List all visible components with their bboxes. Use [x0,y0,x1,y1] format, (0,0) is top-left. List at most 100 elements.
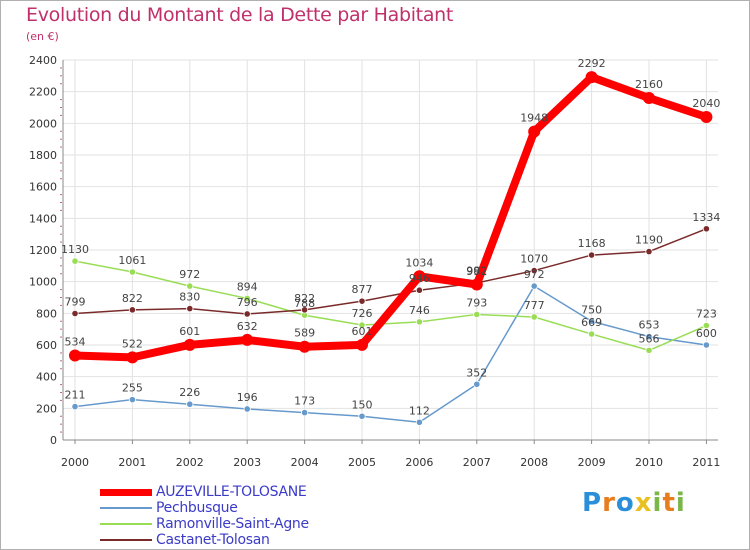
x-tick-label: 2007 [463,456,491,469]
data-label-ramonville-saint-agne: 726 [352,307,373,320]
data-label-pechbusque: 653 [639,319,660,332]
data-point-castanet-tolosan [645,247,653,256]
data-label-auzeville-tolosane: 2160 [635,78,663,91]
data-label-auzeville-tolosane: 1948 [520,112,548,125]
data-point-pechbusque [645,333,653,341]
data-label-ramonville-saint-agne: 566 [639,332,660,345]
data-label-pechbusque: 972 [524,268,545,281]
data-label-pechbusque: 112 [409,404,430,417]
data-labels: 534 522 601 632 589 601 1034 982 1948 2292 2160 204… [61,57,720,417]
data-label-castanet-tolosan: 822 [294,292,315,305]
y-tick-label: 1200 [29,244,57,257]
logo-letter: i [675,488,686,518]
data-label-auzeville-tolosane: 589 [294,327,315,340]
x-tick-label: 2001 [118,456,146,469]
data-point-castanet-tolosan [358,297,366,305]
data-point-castanet-tolosan [415,286,423,294]
y-tick-label: 2200 [29,86,57,99]
legend-swatch [100,488,152,496]
data-label-auzeville-tolosane: 632 [237,320,258,333]
data-label-pechbusque: 226 [179,386,200,399]
data-label-auzeville-tolosane: 522 [122,337,143,350]
data-point-ramonville-saint-agne [71,257,79,265]
data-point-pechbusque [71,402,79,411]
data-point-ramonville-saint-agne [530,313,538,321]
series-line-auzeville-tolosane [71,73,711,362]
data-label-ramonville-saint-agne: 723 [696,308,717,321]
data-point-auzeville-tolosane [528,125,541,138]
data-label-auzeville-tolosane: 982 [466,265,487,278]
data-point-auzeville-tolosane [413,270,426,283]
data-point-castanet-tolosan [186,304,194,313]
data-label-auzeville-tolosane: 1034 [405,256,433,269]
data-label-castanet-tolosan: 992 [466,265,487,278]
data-point-auzeville-tolosane [585,71,598,84]
data-label-auzeville-tolosane: 601 [179,325,200,338]
data-point-castanet-tolosan [71,309,79,318]
data-point-auzeville-tolosane [470,278,483,291]
data-label-castanet-tolosan: 1334 [692,211,720,224]
data-label-auzeville-tolosane: 2292 [578,57,606,70]
chart-title: Evolution du Montant de la Dette par Hab… [26,4,454,26]
data-point-pechbusque [358,412,366,420]
data-label-ramonville-saint-agne: 972 [179,268,200,281]
data-label-ramonville-saint-agne: 894 [237,280,258,293]
data-point-auzeville-tolosane [298,340,311,353]
data-label-castanet-tolosan: 1168 [578,237,606,250]
data-label-pechbusque: 255 [122,382,143,395]
data-label-pechbusque: 352 [466,366,487,379]
data-point-castanet-tolosan [300,306,309,314]
logo-letter: P [582,488,603,518]
data-point-auzeville-tolosane [643,92,655,104]
data-label-pechbusque: 211 [65,389,86,402]
data-label-ramonville-saint-agne: 777 [524,299,545,312]
y-tick-label: 2400 [29,54,57,67]
legend-swatch [100,507,152,509]
data-label-ramonville-saint-agne: 669 [581,316,602,329]
logo-letter: t [662,488,676,518]
data-point-ramonville-saint-agne [243,294,251,303]
chart-subtitle: (en €) [26,30,59,43]
data-label-ramonville-saint-agne: 788 [294,297,315,310]
y-tick-label: 1600 [29,181,57,194]
data-point-castanet-tolosan [530,266,538,275]
logo-letter: r [602,488,616,518]
legend-label: Pechbusque [156,500,238,516]
data-point-pechbusque [186,400,194,408]
data-point-ramonville-saint-agne [358,321,366,329]
data-point-pechbusque [243,405,251,413]
data-point-pechbusque [587,317,596,325]
x-tick-label: 2005 [348,456,376,469]
data-label-ramonville-saint-agne: 1130 [61,243,89,256]
axes: 0 200 400 600 800 1000 1200 1400 1600 1800 2000 220… [29,54,720,469]
data-label-ramonville-saint-agne: 746 [409,304,430,317]
data-point-ramonville-saint-agne [473,310,481,319]
data-label-castanet-tolosan: 877 [352,283,373,296]
data-point-auzeville-tolosane [700,111,713,123]
data-point-castanet-tolosan [243,310,251,318]
x-tick-label: 2004 [291,456,319,469]
logo-letter: i [652,488,663,518]
x-tick-label: 2008 [520,456,548,469]
data-point-ramonville-saint-agne [645,346,653,354]
legend-swatch [100,523,152,525]
data-label-auzeville-tolosane: 601 [352,325,373,338]
legend-label: AUZEVILLE-TOLOSANE [156,484,307,500]
data-label-castanet-tolosan: 822 [122,292,143,305]
data-point-ramonville-saint-agne [702,321,711,330]
data-label-castanet-tolosan: 796 [237,296,258,309]
data-label-pechbusque: 750 [581,303,602,316]
data-label-pechbusque: 196 [237,391,258,404]
series-lines [69,71,713,426]
data-point-castanet-tolosan [587,251,596,259]
series-line-castanet-tolosan [74,228,708,315]
data-point-ramonville-saint-agne [128,268,136,276]
data-point-pechbusque [473,380,481,388]
data-point-pechbusque [128,396,136,404]
data-label-ramonville-saint-agne: 1061 [118,254,146,267]
y-tick-label: 1000 [29,276,57,289]
x-tick-label: 2006 [405,456,433,469]
y-tick-label: 2000 [29,117,57,130]
x-tick-label: 2003 [233,456,261,469]
x-tick-label: 2011 [692,456,720,469]
